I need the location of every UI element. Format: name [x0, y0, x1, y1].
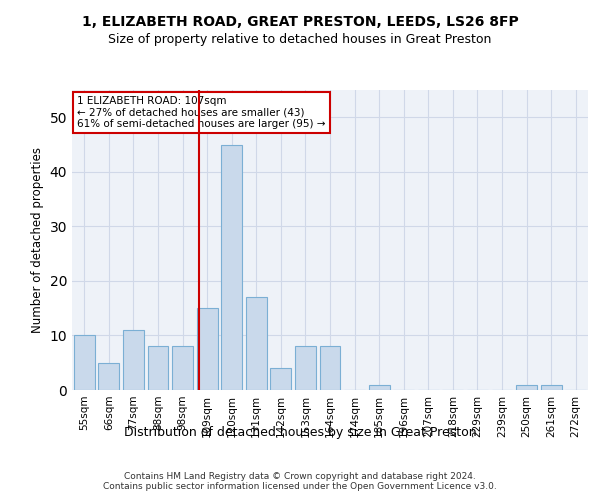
Bar [320, 346, 340, 390]
Text: 1 ELIZABETH ROAD: 107sqm
← 27% of detached houses are smaller (43)
61% of semi-d: 1 ELIZABETH ROAD: 107sqm ← 27% of detach… [77, 96, 326, 129]
Bar [246, 298, 267, 390]
Y-axis label: Number of detached properties: Number of detached properties [31, 147, 44, 333]
Bar [172, 346, 193, 390]
Text: Distribution of detached houses by size in Great Preston: Distribution of detached houses by size … [124, 426, 476, 439]
Bar [98, 362, 119, 390]
Text: 1, ELIZABETH ROAD, GREAT PRESTON, LEEDS, LS26 8FP: 1, ELIZABETH ROAD, GREAT PRESTON, LEEDS,… [82, 15, 518, 29]
Bar [74, 336, 95, 390]
Bar [197, 308, 218, 390]
Text: Contains public sector information licensed under the Open Government Licence v3: Contains public sector information licen… [103, 482, 497, 491]
Bar [271, 368, 292, 390]
Bar [295, 346, 316, 390]
Text: Size of property relative to detached houses in Great Preston: Size of property relative to detached ho… [109, 32, 491, 46]
Bar [541, 384, 562, 390]
Bar [368, 384, 389, 390]
Text: Contains HM Land Registry data © Crown copyright and database right 2024.: Contains HM Land Registry data © Crown c… [124, 472, 476, 481]
Bar [123, 330, 144, 390]
Bar [516, 384, 537, 390]
Bar [221, 144, 242, 390]
Bar [148, 346, 169, 390]
